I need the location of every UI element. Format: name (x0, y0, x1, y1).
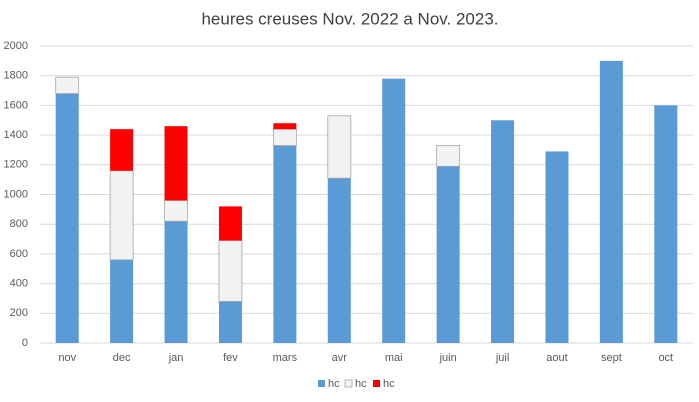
y-tick-label: 800 (10, 218, 28, 230)
bar-segment (164, 221, 188, 343)
chart-title: heures creuses Nov. 2022 a Nov. 2023. (201, 9, 498, 28)
bar-segment (109, 170, 134, 261)
bar-segment (55, 93, 79, 344)
y-tick-label: 0 (22, 337, 28, 349)
legend-label: hc (383, 378, 395, 390)
y-tick-label: 600 (10, 248, 28, 260)
bar-segment (218, 301, 242, 343)
legend-label: hc (355, 378, 367, 390)
bar-segment (272, 128, 297, 146)
legend-swatch (344, 379, 353, 388)
x-tick-label: fev (223, 352, 238, 364)
y-tick-label: 1600 (4, 99, 28, 111)
legend-label: hc (328, 378, 340, 390)
bar-segment (164, 200, 188, 222)
x-tick-label: dec (113, 352, 131, 364)
bar-segment (327, 178, 351, 343)
bar-segment (654, 105, 678, 344)
x-tick-label: mai (385, 352, 403, 364)
x-tick-label: avr (332, 352, 348, 364)
y-tick-label: 2000 (4, 40, 28, 52)
bar-segment (491, 120, 515, 343)
legend-swatch (373, 380, 380, 387)
bar-segment (218, 206, 242, 241)
bar-segment (382, 78, 406, 344)
bar-segment (436, 145, 461, 167)
x-tick-label: aout (546, 352, 567, 364)
bar-segment (110, 129, 134, 171)
y-tick-label: 1800 (4, 70, 28, 82)
bar-segment (273, 145, 297, 343)
x-tick-label: nov (58, 352, 76, 364)
bar-segment (164, 126, 188, 201)
x-tick-label: sept (601, 352, 622, 364)
x-tick-label: juin (439, 352, 457, 364)
x-tick-label: jan (168, 352, 184, 364)
bar-segment (599, 60, 623, 343)
bar-segment (55, 76, 80, 94)
y-tick-label: 200 (10, 307, 28, 319)
y-tick-label: 1000 (4, 188, 28, 200)
y-tick-label: 1200 (4, 159, 28, 171)
bar-segment (110, 259, 134, 343)
y-tick-label: 400 (10, 278, 28, 290)
x-tick-label: oct (658, 352, 673, 364)
bar-segment (436, 166, 460, 343)
y-tick-label: 1400 (4, 129, 28, 141)
legend-swatch (318, 380, 325, 387)
x-tick-label: juil (495, 352, 509, 364)
bar-segment (327, 115, 352, 179)
bar-segment (218, 240, 243, 302)
bar-segment (273, 123, 297, 130)
bar-segment (545, 151, 569, 343)
x-tick-label: mars (273, 352, 298, 364)
